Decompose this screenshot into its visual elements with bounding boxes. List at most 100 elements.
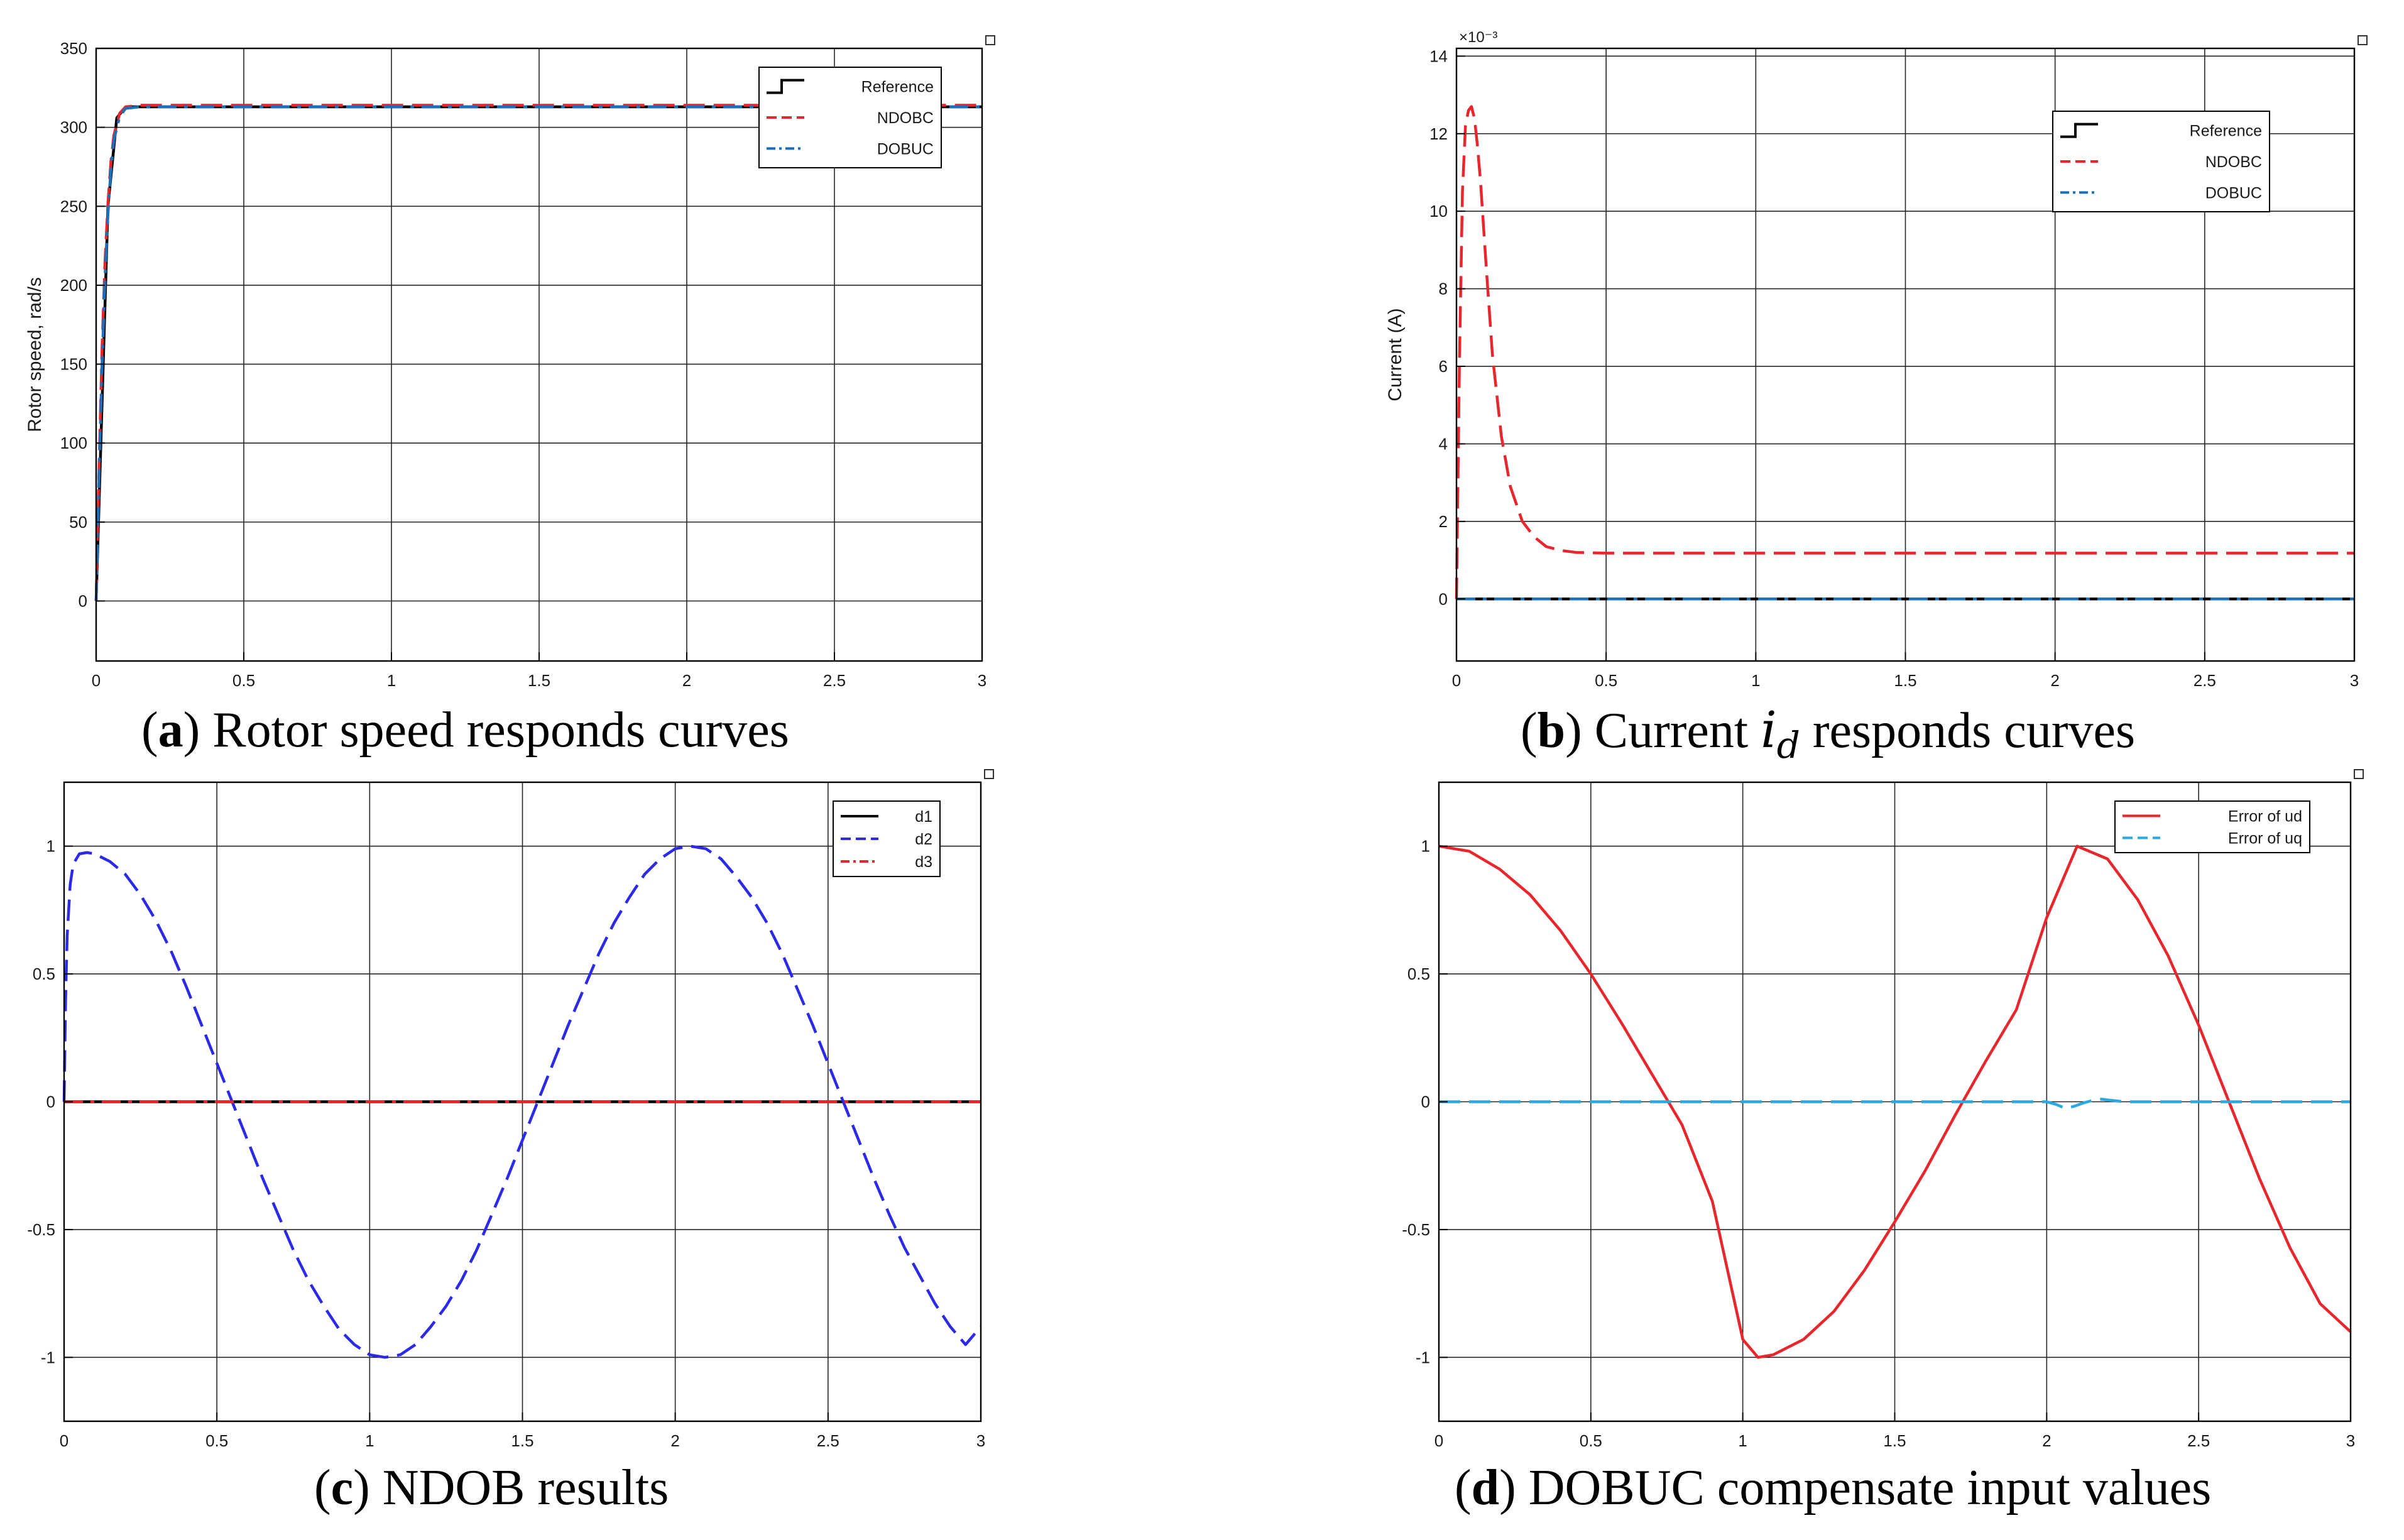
x-tick-label: 1: [1738, 1431, 1747, 1450]
legend-box: [2052, 111, 2270, 212]
legend-label: d1: [915, 808, 932, 826]
x-tick-label: 0.5: [232, 671, 255, 690]
legend-box: [833, 800, 941, 877]
y-tick-label: 100: [60, 434, 87, 452]
tick-labels: 0 0.5 1 1.5 2 2.5 3 0 50 100 150 200 250 300 350: [60, 39, 987, 690]
x-tick-label: 0: [1434, 1431, 1443, 1450]
legend: Reference NDOBC DOBUC: [758, 67, 942, 168]
legend-label: DOBUC: [2205, 184, 2262, 202]
y-tick-label: 14: [1429, 46, 1448, 65]
y-tick-label: 2: [1439, 512, 1448, 531]
tick-labels: 0 0.5 1 1.5 2 2.5 3 -1 -0.5 0 0.5 1: [1402, 837, 2355, 1450]
legend-label: Reference: [2190, 123, 2262, 140]
y-tick-label: 150: [60, 355, 87, 374]
series-group: [1438, 844, 2352, 1359]
legend-swatch: [2060, 123, 2098, 138]
legend-label: Reference: [861, 79, 934, 96]
x-tick-label: 1: [387, 671, 396, 690]
legend-label: d3: [915, 853, 932, 871]
x-tick-label: 3: [978, 671, 986, 690]
y-tick-label: 1: [1421, 837, 1430, 856]
chart-panel-b: 0 0.5 1 1.5 2 2.5 3 0 2 4 6 8 10 12 14 ×10⁻³ Current (A)…: [1385, 29, 2368, 690]
corner-toolbar-icon: [2354, 769, 2364, 779]
x-tick-label: 3: [2350, 671, 2359, 690]
series-line-error-of-uq: [1439, 1098, 2351, 1110]
y-axis-label: Current (A): [1385, 308, 1406, 401]
legend-label: NDOBC: [2205, 153, 2262, 171]
y-tick-label: 0: [1421, 1093, 1430, 1111]
corner-toolbar-icon: [984, 769, 994, 779]
series-line-error-of-ud: [1438, 844, 2352, 1359]
legend-label: Error of uq: [2228, 830, 2302, 848]
x-tick-label: 3: [976, 1431, 985, 1450]
legend-label: d2: [915, 831, 932, 848]
chart-panel-a: 0 0.5 1 1.5 2 2.5 3 0 50 100 150 200 250 300 350 Rotor …: [25, 35, 995, 690]
series-group: [1455, 105, 2354, 601]
y-tick-label: -1: [41, 1348, 55, 1367]
series-line-ndobc: [1455, 105, 2354, 599]
x-tick-label: 1.5: [1883, 1431, 1906, 1450]
x-tick-label: 3: [2346, 1431, 2355, 1450]
legend-swatch: [767, 79, 804, 94]
y-axis-label: Rotor speed, rad/s: [25, 277, 45, 432]
x-tick-label: 1.5: [528, 671, 550, 690]
x-tick-label: 1: [365, 1431, 374, 1450]
caption-a: (a) Rotor speed responds curves: [141, 702, 789, 758]
x-tick-label: 0.5: [1595, 671, 1617, 690]
y-tick-label: -0.5: [1402, 1220, 1430, 1239]
y-tick-label: 50: [69, 513, 87, 532]
legend: d1 d2 d3: [833, 800, 941, 877]
y-tick-label: -1: [1416, 1348, 1430, 1367]
caption-b-symbol: i: [1761, 701, 1777, 759]
x-tick-label: 2: [682, 671, 691, 690]
tick-labels: 0 0.5 1 1.5 2 2.5 3 0 2 4 6 8 10 12 14: [1429, 46, 2359, 690]
series-group: [94, 104, 982, 601]
legend-label: Error of ud: [2228, 808, 2302, 826]
x-tick-label: 1: [1751, 671, 1760, 690]
corner-toolbar-icon: [985, 35, 995, 45]
corner-toolbar-icon: [2358, 35, 2368, 45]
y-tick-label: 0: [79, 592, 87, 611]
x-tick-label: 2: [670, 1431, 679, 1450]
x-tick-label: 0: [60, 1431, 68, 1450]
tick-labels: 0 0.5 1 1.5 2 2.5 3 -1 -0.5 0 0.5 1: [27, 837, 985, 1450]
y-tick-label: 0.5: [1407, 964, 1430, 983]
legend: Error of ud Error of uq: [2114, 800, 2310, 853]
y-tick-label: 0: [1439, 589, 1448, 608]
y-tick-label: 350: [60, 39, 87, 58]
x-tick-label: 2.5: [823, 671, 846, 690]
y-exponent-label: ×10⁻³: [1459, 29, 1497, 46]
y-tick-label: 250: [60, 197, 87, 216]
y-tick-label: 1: [46, 837, 55, 856]
series-line-d2: [62, 844, 982, 1359]
x-tick-label: 1.5: [511, 1431, 533, 1450]
y-tick-label: 6: [1439, 357, 1448, 376]
legend-box: [2114, 800, 2310, 853]
x-tick-label: 2: [2042, 1431, 2051, 1450]
y-tick-label: 200: [60, 276, 87, 295]
legend-label: DOBUC: [877, 140, 934, 158]
series-group: [62, 844, 982, 1359]
y-tick-label: 12: [1429, 124, 1448, 143]
y-tick-label: 0.5: [33, 964, 55, 983]
caption-c: (c) NDOB results: [314, 1460, 669, 1515]
y-tick-label: 0: [46, 1093, 55, 1111]
series-line-dobuc: [94, 105, 982, 601]
x-tick-label: 2.5: [2187, 1431, 2210, 1450]
y-tick-label: 10: [1429, 202, 1448, 221]
x-tick-label: 0.5: [205, 1431, 228, 1450]
y-tick-label: 300: [60, 118, 87, 137]
x-tick-label: 1.5: [1894, 671, 1916, 690]
x-tick-label: 2.5: [2194, 671, 2216, 690]
x-tick-label: 2.5: [817, 1431, 839, 1450]
series-line-ndobc: [94, 104, 982, 601]
x-tick-label: 2: [2050, 671, 2059, 690]
legend: Reference NDOBC DOBUC: [2052, 111, 2270, 212]
x-tick-label: 0: [1452, 671, 1461, 690]
caption-b-subscript: d: [1776, 724, 1800, 767]
y-tick-label: 4: [1439, 434, 1448, 453]
caption-d: (d) DOBUC compensate input values: [1455, 1460, 2212, 1515]
caption-b: (b) Current id responds curves: [1521, 701, 2136, 767]
